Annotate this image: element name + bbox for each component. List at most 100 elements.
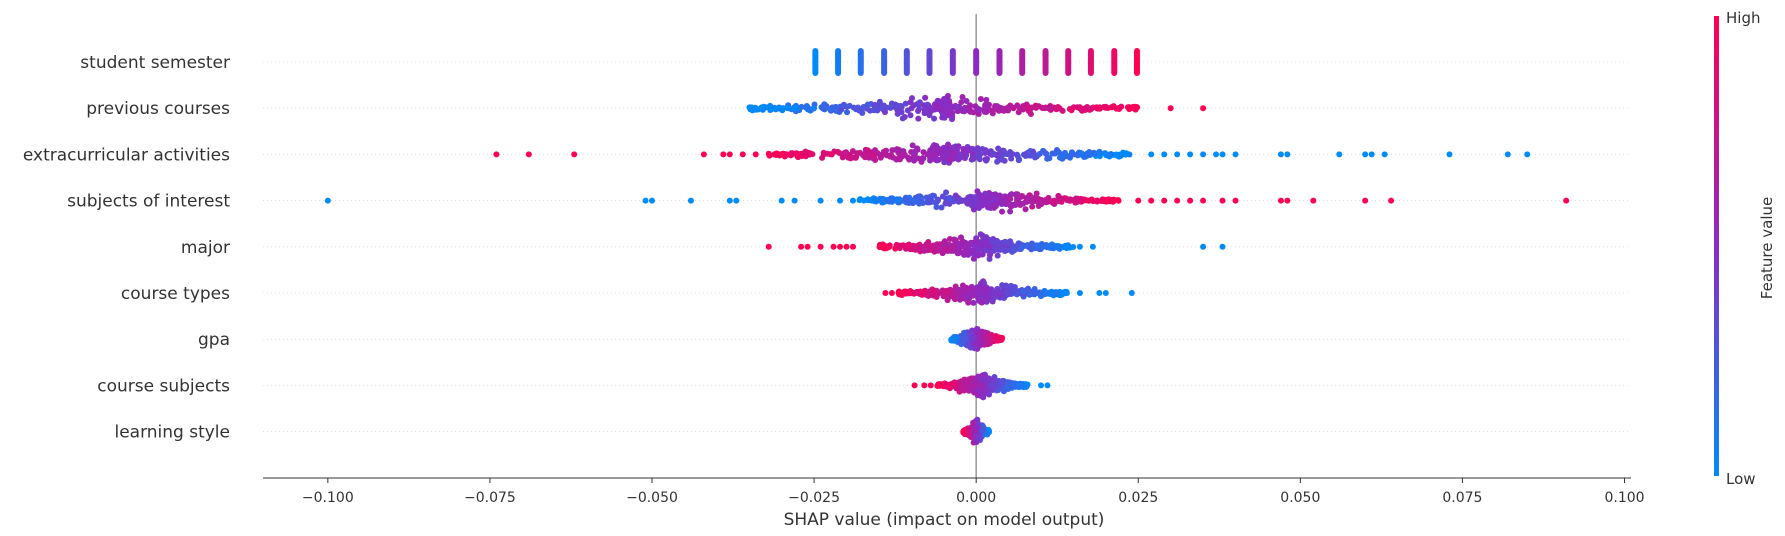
outlier-point	[1148, 151, 1155, 158]
point	[935, 156, 942, 163]
point	[927, 198, 934, 205]
outlier-point	[1524, 151, 1531, 158]
outlier-point	[1232, 197, 1239, 204]
point-cluster	[926, 48, 933, 76]
point	[999, 282, 1006, 289]
point	[915, 115, 922, 122]
point	[949, 244, 956, 251]
point	[1055, 104, 1062, 111]
point	[1096, 153, 1103, 160]
point	[832, 103, 839, 110]
point	[915, 100, 922, 107]
point	[995, 386, 1002, 393]
point	[941, 159, 948, 166]
point	[965, 241, 972, 248]
point	[1002, 247, 1009, 254]
point	[1026, 291, 1033, 298]
point	[1000, 388, 1007, 395]
point	[994, 252, 1001, 259]
point	[767, 102, 774, 109]
point	[1061, 149, 1068, 156]
point	[999, 208, 1006, 215]
point	[859, 109, 866, 116]
point	[997, 149, 1004, 156]
point	[881, 109, 888, 116]
point	[802, 153, 809, 160]
point	[795, 151, 802, 158]
x-tick-label: 0.000	[956, 490, 996, 506]
outlier-point	[1128, 290, 1135, 296]
point	[983, 334, 990, 341]
outlier-point	[1044, 382, 1051, 389]
outlier-point	[733, 197, 740, 204]
point	[804, 105, 811, 112]
point	[965, 377, 972, 384]
point	[935, 145, 942, 152]
point	[1023, 382, 1030, 389]
point	[1047, 104, 1054, 111]
point	[878, 244, 885, 251]
point	[940, 144, 947, 151]
outlier-point	[927, 382, 934, 389]
point	[955, 156, 962, 163]
point	[959, 282, 966, 289]
point	[977, 286, 984, 293]
feature-points	[911, 371, 1051, 401]
point	[852, 154, 859, 161]
outlier-point	[921, 382, 928, 389]
point	[977, 95, 984, 102]
point	[1004, 290, 1011, 297]
outlier-point	[1388, 197, 1395, 204]
outlier-point	[1187, 151, 1194, 158]
point	[1046, 155, 1053, 162]
outlier-point	[888, 290, 895, 296]
point	[1037, 199, 1044, 206]
point	[1078, 150, 1085, 157]
point	[1042, 150, 1049, 157]
point	[1008, 191, 1015, 198]
point	[1102, 196, 1109, 203]
point	[899, 115, 906, 122]
outlier-point	[1038, 382, 1045, 389]
point	[937, 382, 944, 389]
point	[1045, 289, 1052, 296]
point	[893, 146, 900, 153]
point	[1043, 244, 1050, 251]
outlier-point	[1135, 197, 1142, 204]
point	[957, 296, 964, 303]
point	[979, 372, 986, 379]
point	[955, 143, 962, 150]
feature-points	[948, 326, 1006, 352]
point	[994, 337, 1001, 344]
outlier-point	[837, 243, 844, 250]
feature-label: previous courses	[86, 99, 230, 119]
point	[959, 93, 966, 100]
feature-points	[746, 93, 1207, 123]
point	[1051, 243, 1058, 250]
point	[940, 101, 947, 108]
point	[998, 198, 1005, 205]
point	[947, 156, 954, 163]
point	[910, 102, 917, 109]
outlier-point	[798, 243, 805, 250]
point	[783, 152, 790, 159]
point	[952, 334, 959, 341]
point	[961, 106, 968, 113]
point-cluster	[973, 48, 980, 76]
point	[909, 142, 916, 149]
point-cluster	[1087, 48, 1094, 76]
outlier-point	[700, 151, 707, 158]
point	[989, 381, 996, 388]
outlier-point	[1200, 243, 1207, 250]
outlier-point	[1167, 105, 1174, 112]
outlier-point	[1187, 197, 1194, 204]
point	[915, 108, 922, 115]
point	[920, 155, 927, 162]
point	[933, 293, 940, 300]
point	[1088, 196, 1095, 203]
point	[841, 149, 848, 156]
point	[827, 106, 834, 113]
data-points	[324, 48, 1570, 446]
point-cluster	[1042, 48, 1049, 76]
point	[970, 109, 977, 116]
